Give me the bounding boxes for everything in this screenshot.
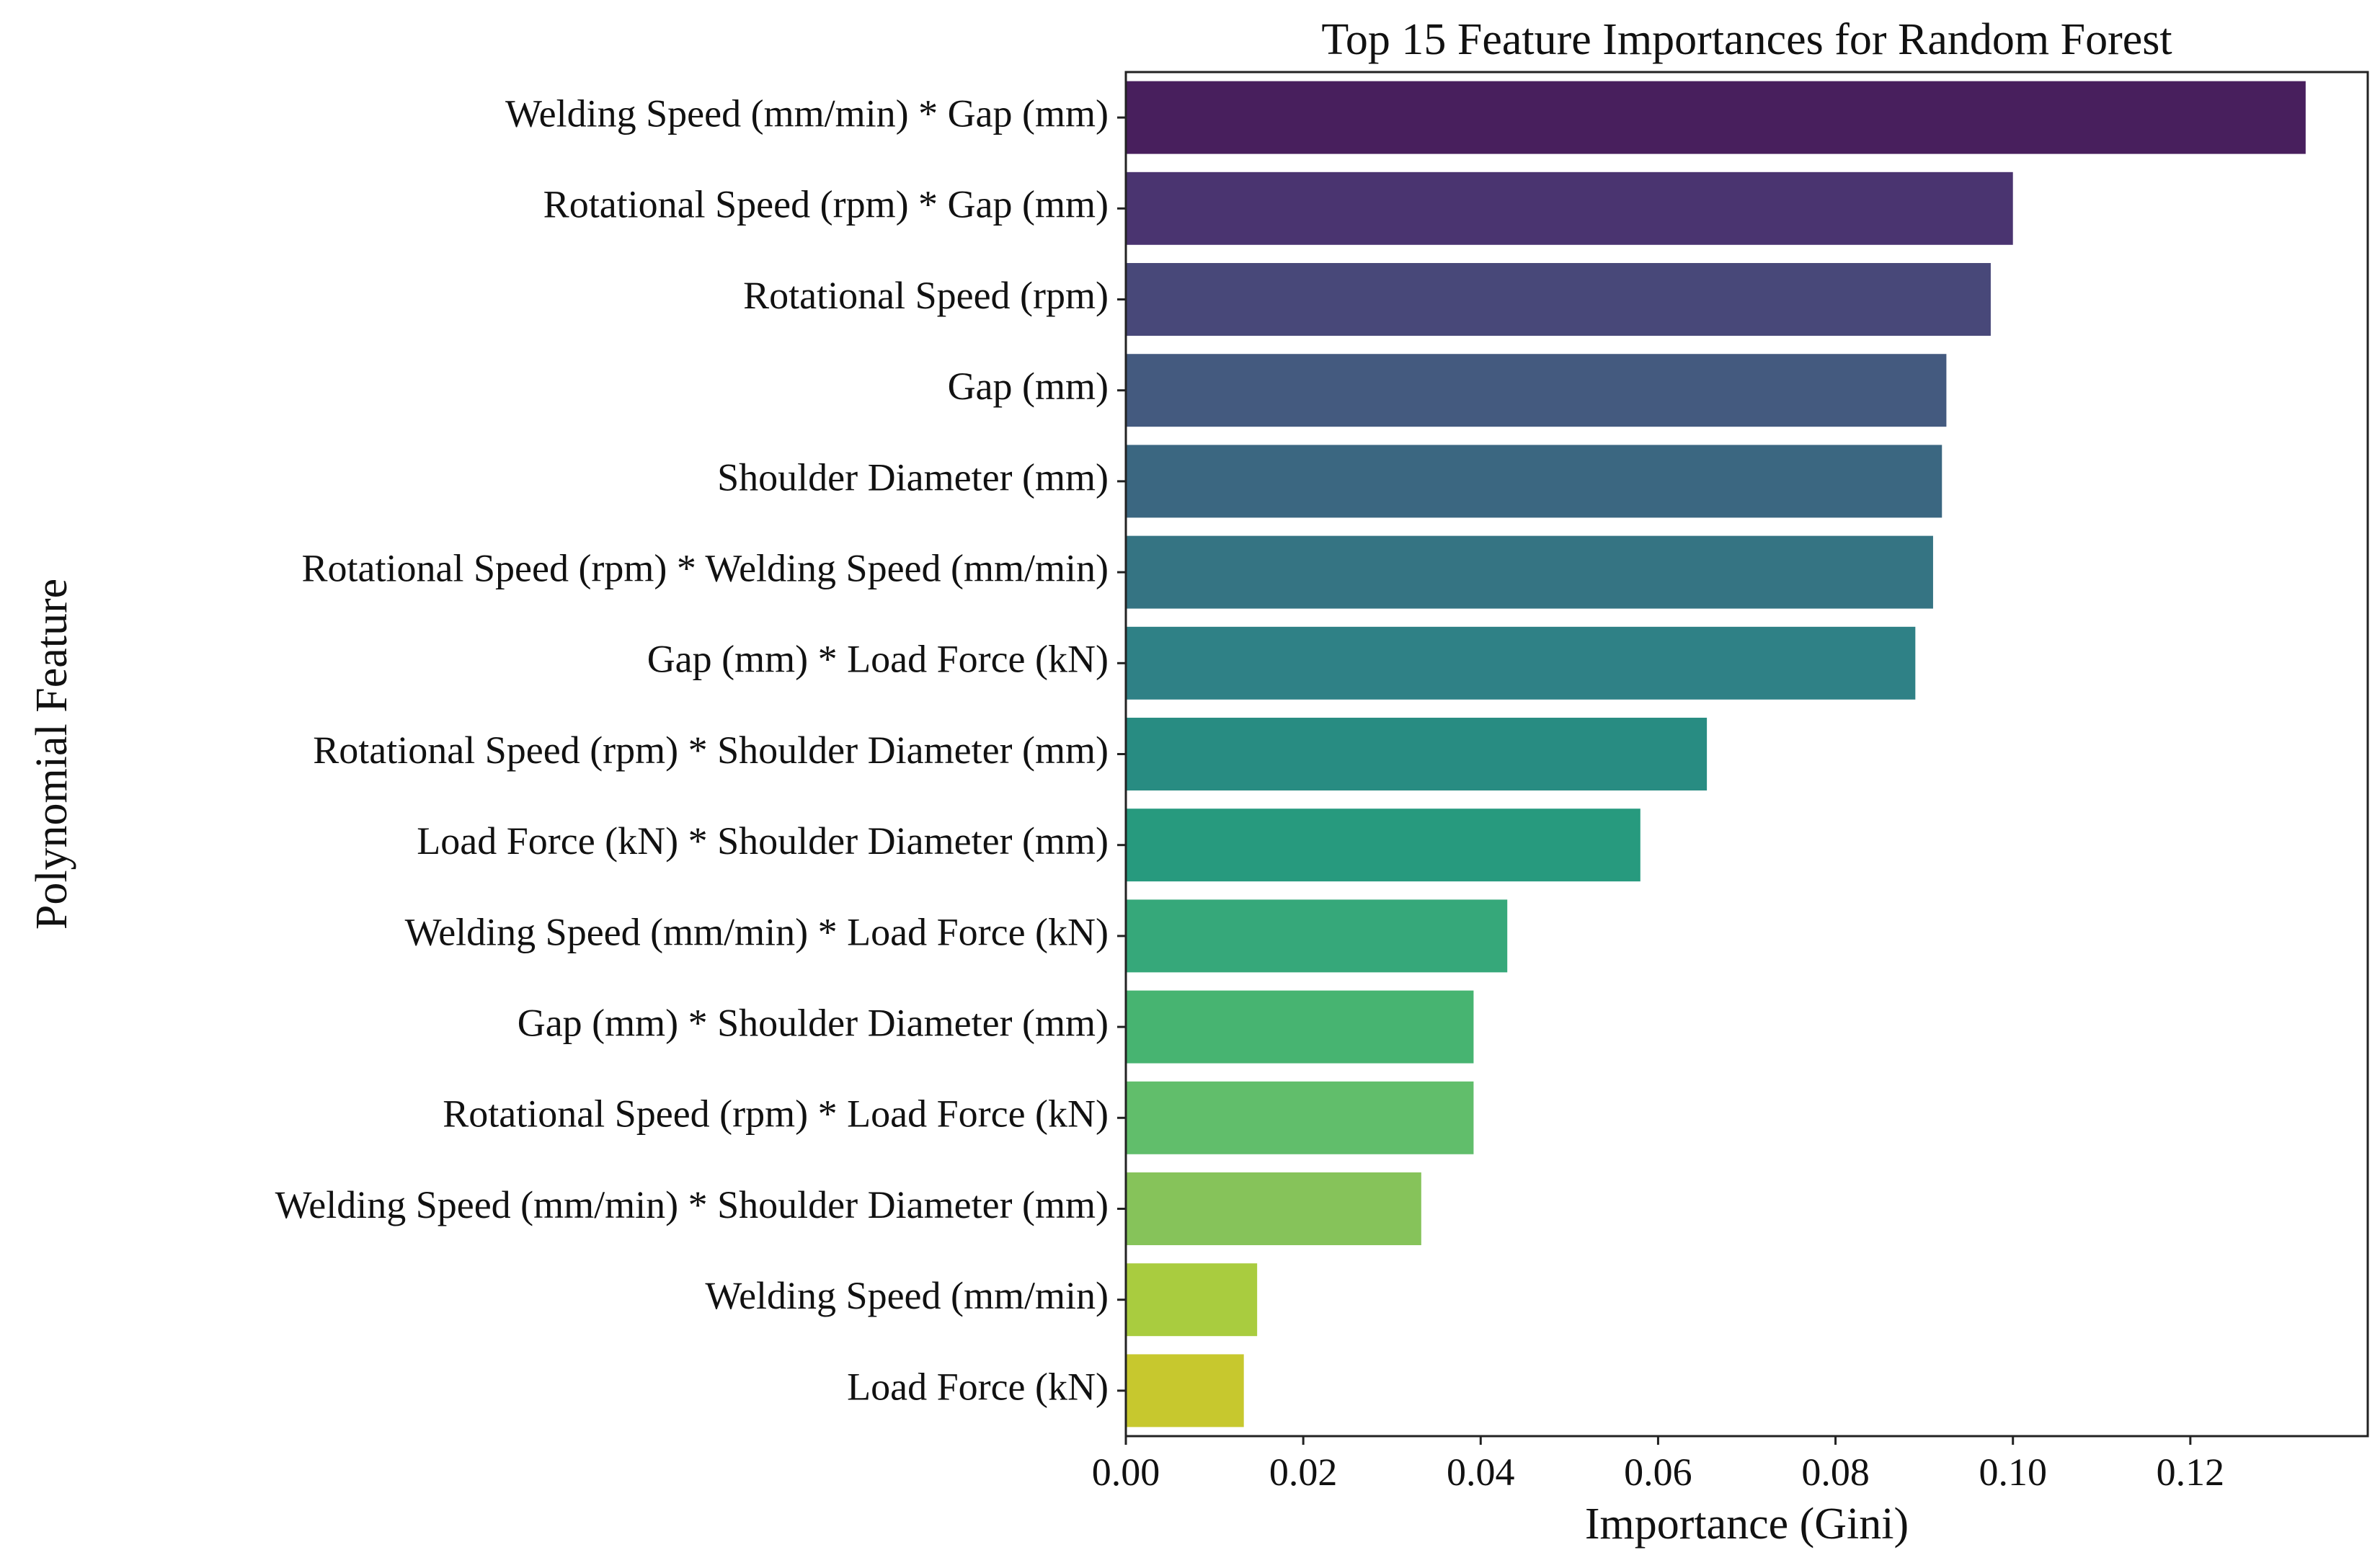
x-tick-label: 0.08 <box>1801 1451 1870 1494</box>
x-tick-label: 0.10 <box>1979 1451 2047 1494</box>
category-label: Gap (mm) * Load Force (kN) <box>647 638 1109 681</box>
bar <box>1126 990 1474 1064</box>
x-axis-label: Importance (Gini) <box>1585 1500 1909 1549</box>
bar <box>1126 172 2013 245</box>
category-label: Welding Speed (mm/min) * Shoulder Diamet… <box>275 1183 1109 1226</box>
bar <box>1126 81 2306 154</box>
y-axis-ticks: Welding Speed (mm/min) * Gap (mm) Rotatio… <box>275 92 1126 1408</box>
category-label: Rotational Speed (rpm) * Load Force (kN) <box>443 1092 1109 1136</box>
category-label: Rotational Speed (rpm) * Gap (mm) <box>543 183 1109 226</box>
x-tick-label: 0.04 <box>1447 1451 1515 1494</box>
bar <box>1126 354 1947 427</box>
x-tick-label: 0.00 <box>1092 1451 1160 1494</box>
bar <box>1126 899 1508 973</box>
y-axis-label: Polynomial Feature <box>27 579 76 930</box>
category-label: Shoulder Diameter (mm) <box>717 455 1109 499</box>
x-tick-label: 0.02 <box>1269 1451 1338 1494</box>
category-label: Load Force (kN) <box>847 1365 1109 1408</box>
bar <box>1126 808 1640 882</box>
bar <box>1126 626 1916 700</box>
bar <box>1126 1263 1258 1337</box>
category-label: Rotational Speed (rpm) * Welding Speed (… <box>302 546 1109 589</box>
chart-title: Top 15 Feature Importances for Random Fo… <box>1321 15 2172 64</box>
bar <box>1126 445 1942 518</box>
x-tick-label: 0.06 <box>1624 1451 1692 1494</box>
bar <box>1126 1172 1421 1245</box>
bars-group <box>1126 81 2306 1427</box>
category-label: Gap (mm) * Shoulder Diameter (mm) <box>518 1001 1109 1044</box>
category-label: Rotational Speed (rpm) <box>743 274 1109 317</box>
category-label: Welding Speed (mm/min) * Gap (mm) <box>505 92 1109 135</box>
x-axis-ticks: 0.00 0.02 0.04 0.06 0.08 0.10 0.12 <box>1092 1436 2224 1494</box>
x-tick-label: 0.12 <box>2157 1451 2225 1494</box>
category-label: Rotational Speed (rpm) * Shoulder Diamet… <box>313 729 1109 772</box>
bar <box>1126 718 1708 790</box>
category-label: Load Force (kN) * Shoulder Diameter (mm) <box>417 819 1109 863</box>
bar <box>1126 535 1933 609</box>
category-label: Welding Speed (mm/min) <box>705 1274 1109 1317</box>
bar <box>1126 1354 1244 1427</box>
plot-frame <box>1124 71 2369 1438</box>
bar <box>1126 263 1991 336</box>
category-label: Gap (mm) <box>948 365 1109 408</box>
bar <box>1126 1081 1474 1154</box>
category-label: Welding Speed (mm/min) * Load Force (kN) <box>405 910 1109 953</box>
